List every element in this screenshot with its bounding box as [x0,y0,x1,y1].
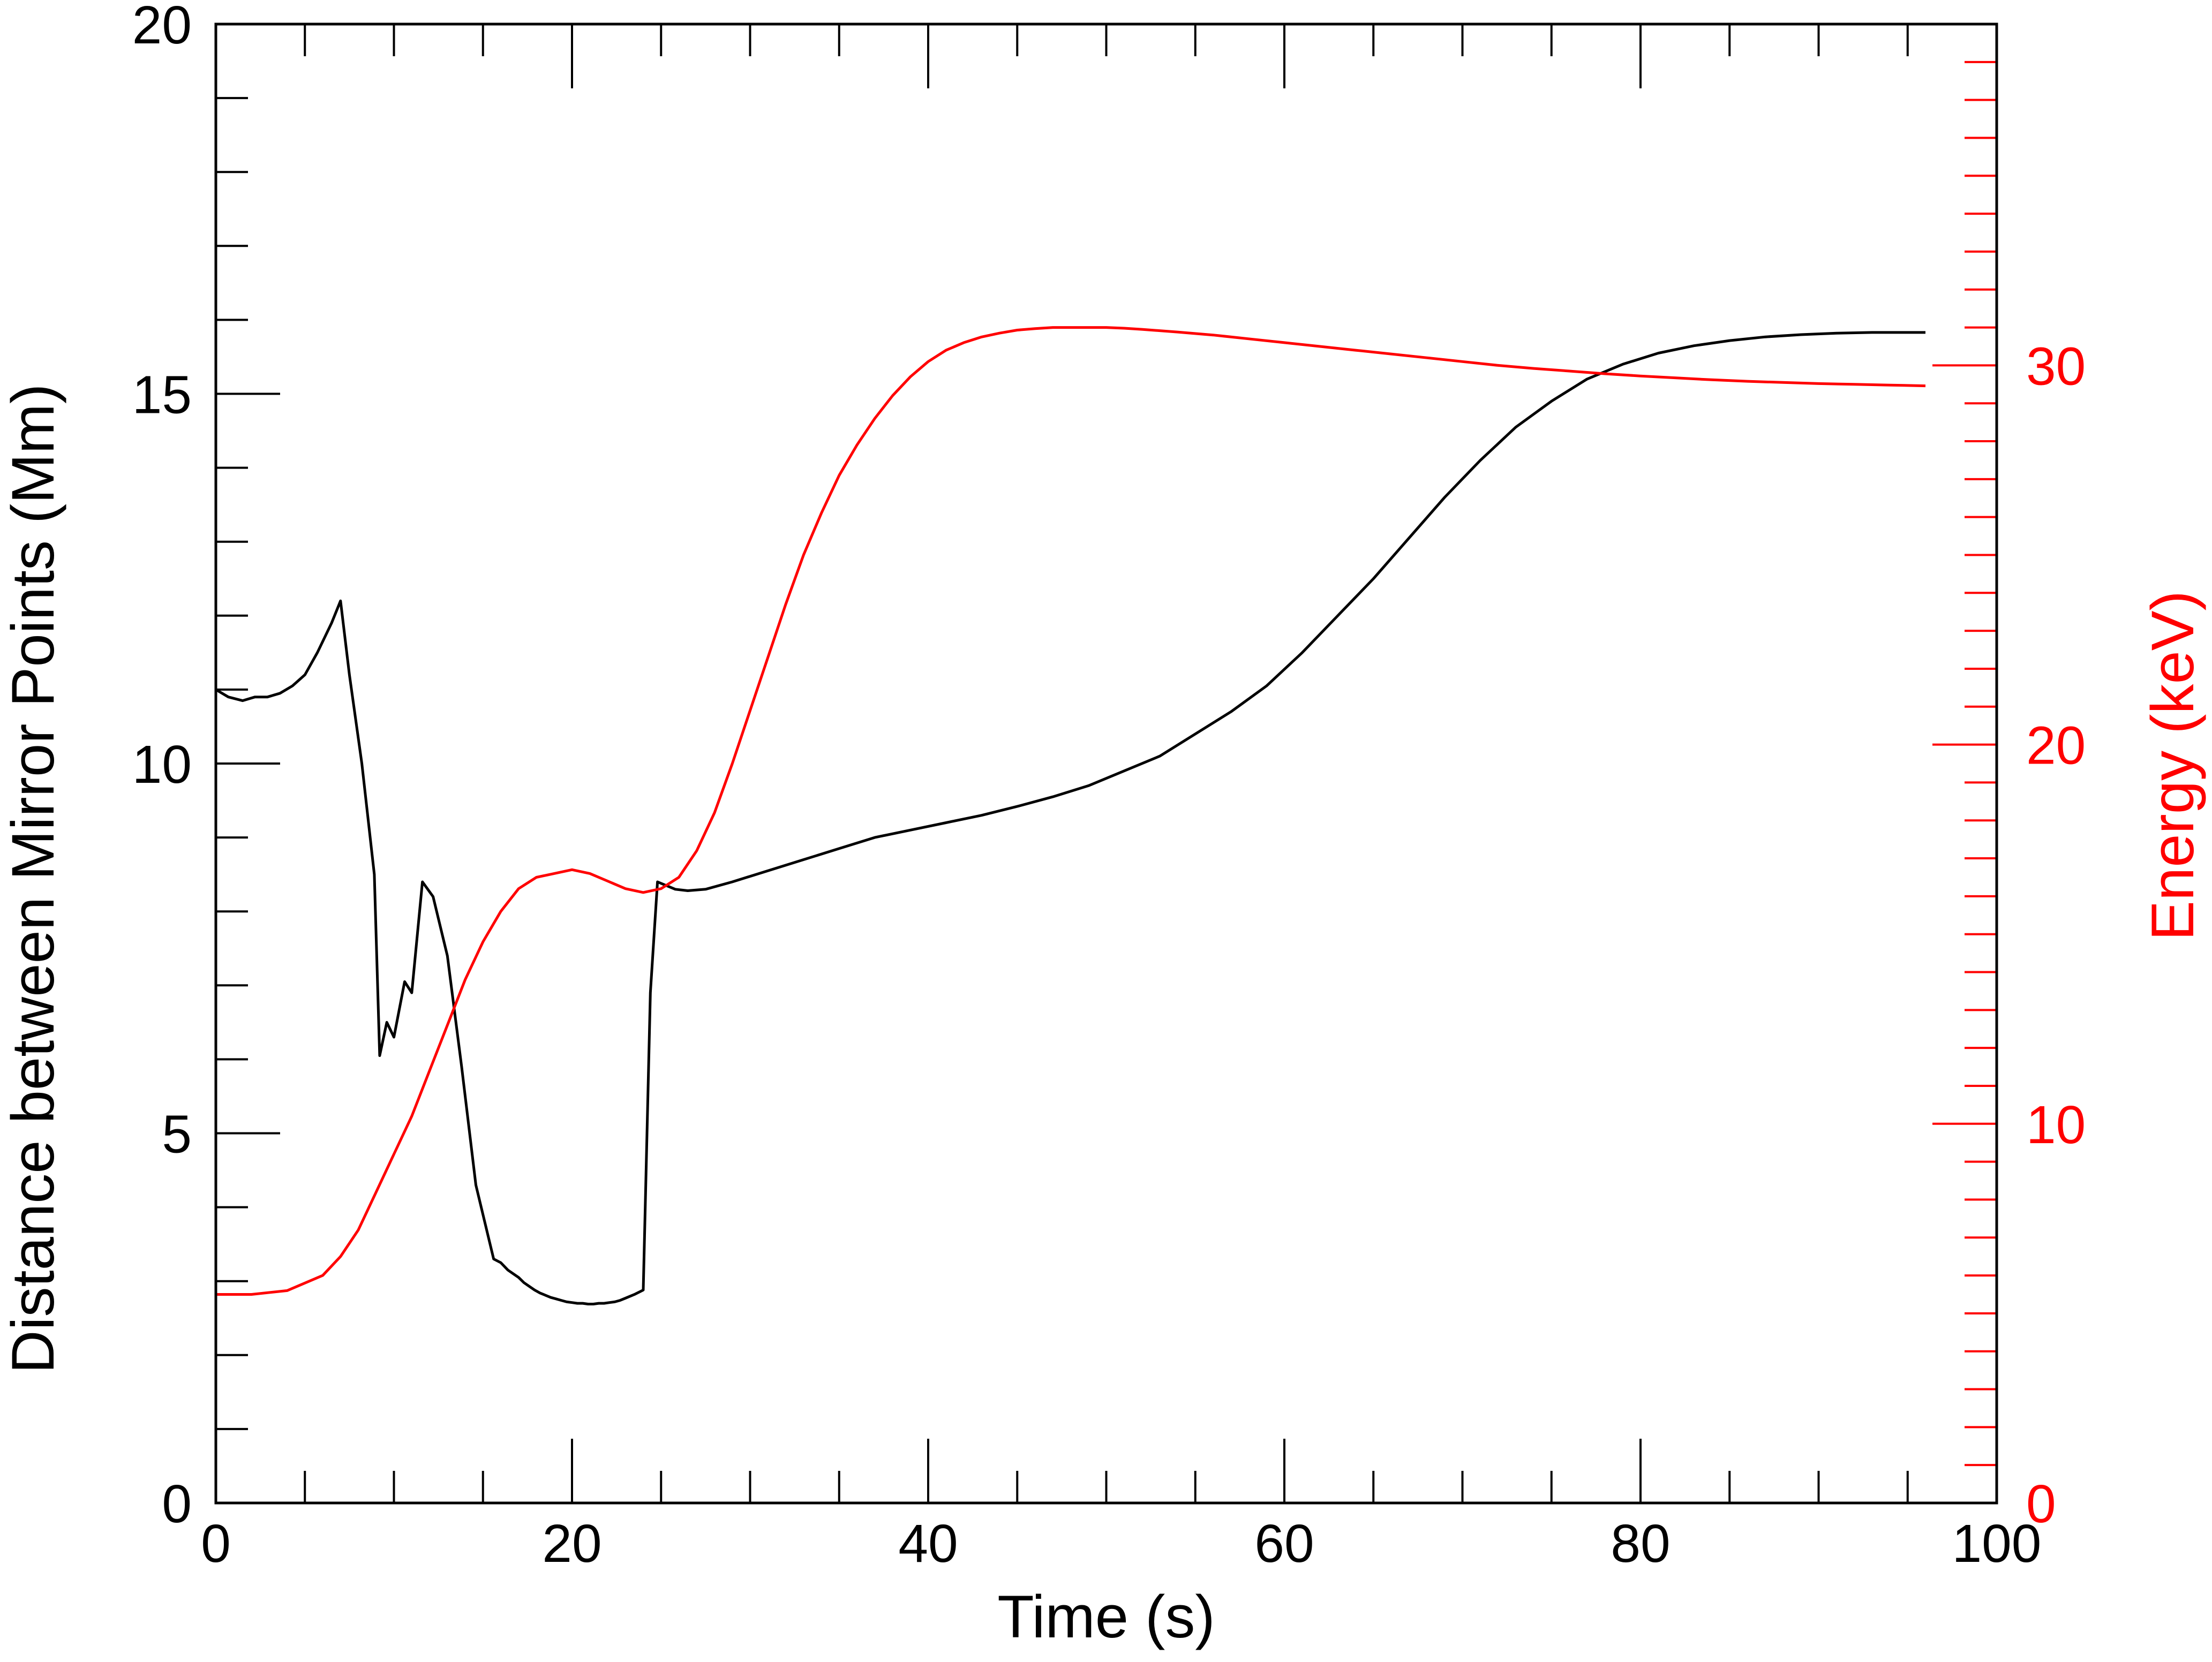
y-tick-label: 20 [132,0,192,55]
y2-tick-label: 20 [2026,716,2086,776]
x-tick-label: 0 [201,1514,231,1574]
energy-series-line [216,326,1926,1296]
x-tick-label: 100 [1952,1514,2042,1574]
ticks-layer [215,23,1998,1504]
x-tick-label: 40 [898,1514,958,1574]
y2-tick-label: 10 [2026,1095,2086,1155]
plot-frame [214,22,1998,1505]
x-axis-title: Time (s) [997,1583,1215,1650]
x-tick-label: 20 [542,1514,601,1574]
y-tick-label: 0 [162,1474,192,1534]
series-layer [215,326,1926,1305]
y2-tick-label: 0 [2026,1474,2056,1534]
y-tick-label: 10 [132,735,192,795]
y-tick-label: 5 [162,1105,192,1165]
y-tick-label: 15 [132,365,192,425]
y2-tick-label: 30 [2026,336,2086,396]
x-tick-label: 60 [1254,1514,1314,1574]
distance-series-line [215,331,1925,1305]
y-axis-title: Distance between Mirror Points (Mm) [0,384,66,1374]
x-tick-label: 80 [1611,1514,1670,1574]
y2-axis-title: Energy (keV) [2139,591,2206,941]
